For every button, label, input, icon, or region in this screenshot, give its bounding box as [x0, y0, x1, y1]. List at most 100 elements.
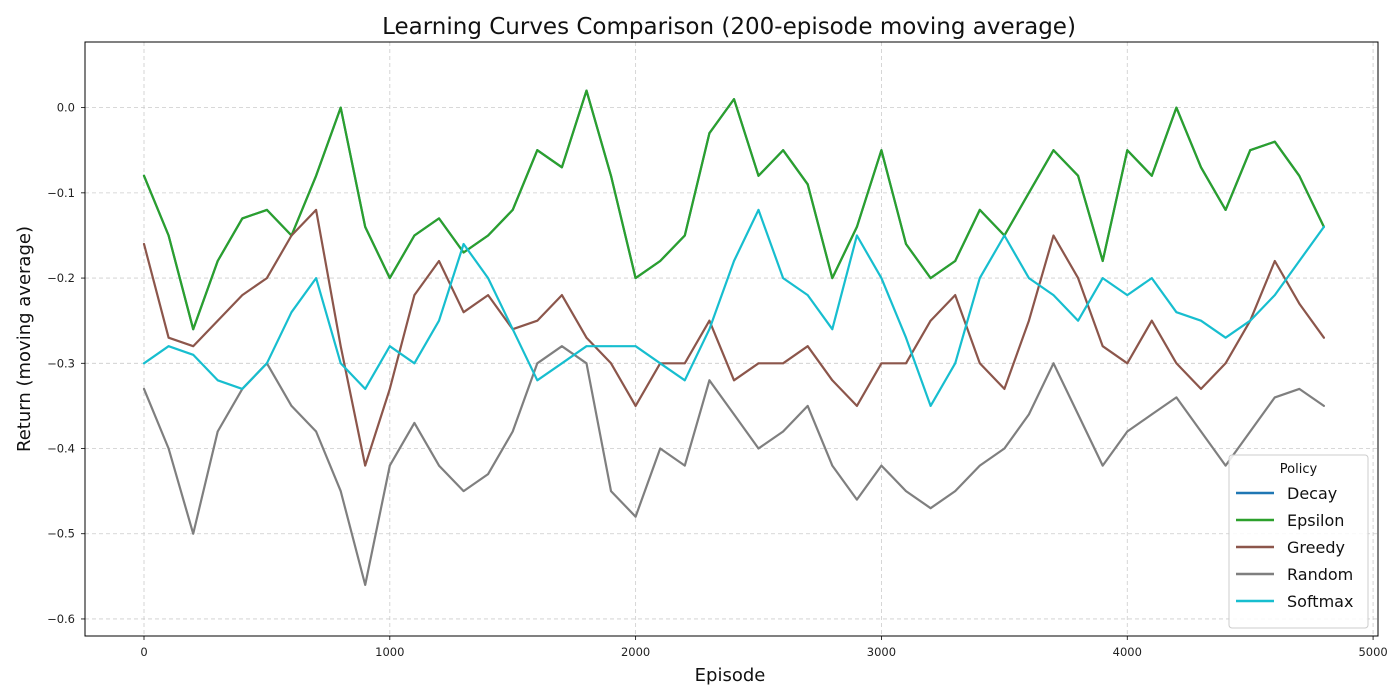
data-point-random [487, 473, 489, 475]
data-point-random [536, 362, 539, 365]
data-point-softmax [339, 362, 342, 365]
data-point-softmax [388, 345, 391, 348]
data-point-greedy [364, 464, 367, 467]
data-point-greedy [1323, 336, 1325, 339]
data-point-softmax [315, 277, 317, 279]
x-tick-label: 0 [140, 645, 147, 659]
x-tick-label: 5000 [1358, 645, 1387, 659]
plot-area-frame [84, 41, 1379, 637]
data-point-random [954, 490, 957, 492]
data-point-softmax [1175, 311, 1178, 314]
data-point-softmax [290, 311, 293, 314]
y-tick-label: −0.3 [47, 356, 75, 370]
data-point-random [1298, 388, 1301, 390]
data-point-greedy [708, 319, 711, 322]
data-point-random [782, 430, 784, 433]
y-tick-label: −0.6 [47, 612, 75, 626]
data-point-random [143, 388, 145, 390]
data-point-greedy [683, 362, 686, 365]
data-point-epsilon [659, 260, 662, 262]
data-point-softmax [929, 405, 932, 407]
data-point-greedy [536, 319, 539, 322]
data-point-random [1126, 430, 1129, 433]
data-point-epsilon [143, 174, 145, 177]
data-point-greedy [1224, 362, 1227, 365]
data-point-softmax [1003, 234, 1006, 237]
data-point-greedy [782, 362, 784, 365]
x-tick-label: 4000 [1113, 645, 1142, 659]
data-point-softmax [1249, 319, 1252, 322]
legend-title: Policy [1280, 462, 1318, 477]
data-point-greedy [1052, 234, 1055, 237]
data-point-epsilon [1298, 174, 1301, 177]
data-point-greedy [561, 294, 563, 296]
data-point-epsilon [1101, 260, 1104, 262]
data-point-softmax [143, 362, 145, 365]
data-point-greedy [192, 345, 195, 348]
data-point-epsilon [683, 234, 686, 237]
data-point-random [856, 498, 858, 501]
data-point-random [929, 507, 932, 510]
data-point-softmax [757, 209, 760, 211]
data-point-random [1175, 396, 1178, 399]
data-point-softmax [905, 336, 907, 339]
data-point-softmax [266, 362, 268, 365]
data-point-random [880, 464, 883, 467]
data-point-softmax [192, 353, 195, 356]
data-point-greedy [413, 294, 416, 296]
data-point-random [216, 430, 219, 433]
data-point-epsilon [733, 98, 735, 100]
data-point-random [757, 447, 760, 450]
data-point-softmax [413, 362, 416, 365]
y-axis-title: Return (moving average) [14, 226, 35, 452]
data-point-softmax [708, 328, 711, 331]
data-point-random [585, 362, 588, 365]
data-point-greedy [315, 209, 317, 211]
data-point-softmax [1273, 294, 1276, 296]
data-point-greedy [143, 243, 145, 245]
data-point-epsilon [216, 260, 219, 262]
data-point-random [1200, 430, 1202, 433]
data-point-random [1052, 362, 1055, 365]
x-tick-label: 1000 [375, 645, 404, 659]
data-point-random [683, 464, 686, 467]
data-point-greedy [462, 311, 465, 314]
data-point-softmax [561, 362, 563, 365]
data-point-random [339, 490, 342, 492]
data-point-random [388, 464, 391, 467]
data-point-softmax [782, 277, 784, 279]
data-point-greedy [266, 277, 268, 279]
data-point-random [659, 447, 662, 450]
data-point-epsilon [1028, 191, 1030, 194]
y-tick-label: −0.5 [47, 527, 75, 541]
data-point-epsilon [757, 174, 760, 177]
data-point-softmax [1200, 319, 1202, 322]
data-point-greedy [1077, 277, 1079, 279]
data-point-greedy [1101, 345, 1104, 348]
data-point-epsilon [610, 174, 612, 177]
data-point-softmax [683, 379, 686, 382]
data-point-softmax [1298, 260, 1301, 262]
data-point-softmax [1323, 226, 1325, 228]
data-point-epsilon [634, 277, 637, 279]
data-point-epsilon [192, 328, 195, 331]
y-tick-label: −0.2 [47, 271, 75, 285]
y-tick-label: −0.4 [47, 442, 75, 456]
data-point-greedy [487, 294, 489, 296]
data-point-softmax [1126, 294, 1129, 296]
legend-box [1228, 454, 1369, 629]
series-layer [142, 89, 1325, 586]
x-axis-title: Episode [695, 665, 766, 686]
data-point-random [364, 584, 367, 586]
legend: Policy Decay Epsilon Greedy Random Softmax [1228, 454, 1369, 629]
data-point-random [290, 405, 293, 407]
data-point-epsilon [708, 132, 711, 135]
data-point-greedy [1273, 260, 1276, 262]
data-point-epsilon [1126, 149, 1129, 152]
data-point-softmax [856, 234, 858, 237]
data-point-random [978, 464, 981, 467]
data-point-softmax [585, 345, 588, 348]
data-point-epsilon [388, 277, 391, 279]
data-point-softmax [954, 362, 957, 365]
legend-label-greedy: Greedy [1287, 538, 1345, 557]
